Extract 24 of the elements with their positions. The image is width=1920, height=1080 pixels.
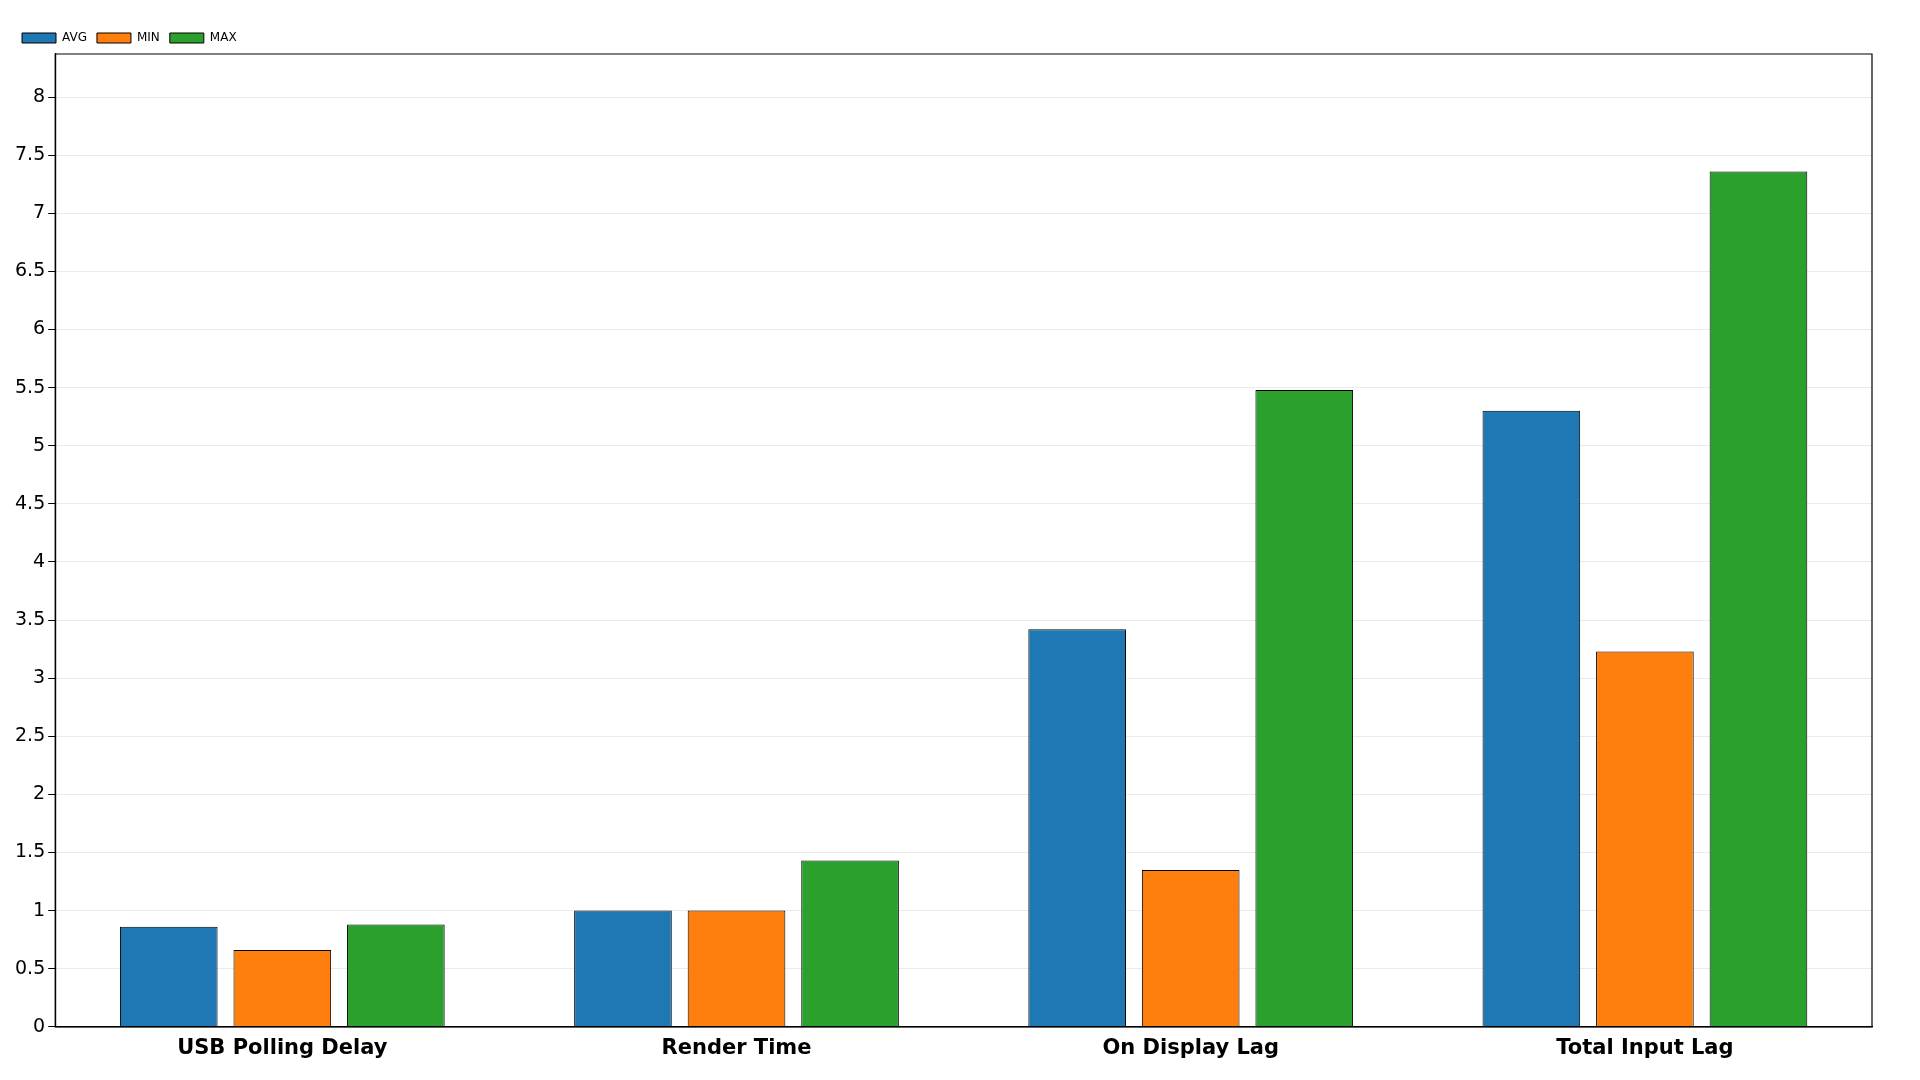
y-tick-label: 1 bbox=[33, 897, 46, 920]
x-tick-label: Total Input Lag bbox=[1556, 1034, 1734, 1059]
y-tick-label: 0.5 bbox=[15, 955, 46, 978]
y-tick-label: 4.5 bbox=[15, 490, 46, 513]
y-tick-label: 7.5 bbox=[15, 142, 46, 165]
y-tick-label: 1.5 bbox=[15, 839, 46, 862]
x-tick-label: Render Time bbox=[661, 1034, 812, 1059]
y-tick-label: 2.5 bbox=[15, 723, 46, 746]
y-tick-label: 8 bbox=[33, 83, 46, 106]
y-tick-label: 5 bbox=[33, 432, 46, 455]
x-tick-label: On Display Lag bbox=[1102, 1034, 1279, 1059]
y-tick-label: 3 bbox=[33, 665, 46, 688]
y-tick-label: 5.5 bbox=[15, 374, 46, 397]
y-tick-label: 3.5 bbox=[15, 606, 46, 629]
y-tick-label: 4 bbox=[33, 548, 46, 571]
legend-label: MIN bbox=[136, 30, 160, 45]
y-tick-label: 6 bbox=[33, 316, 46, 339]
y-tick-label: 7 bbox=[33, 200, 46, 223]
y-tick-label: 2 bbox=[33, 781, 46, 804]
y-tick-label: 0 bbox=[33, 1013, 46, 1036]
legend-label: MAX bbox=[209, 30, 237, 45]
y-tick-label: 6.5 bbox=[15, 258, 46, 281]
x-tick-label: USB Polling Delay bbox=[177, 1034, 388, 1059]
legend-label: AVG bbox=[62, 30, 87, 45]
